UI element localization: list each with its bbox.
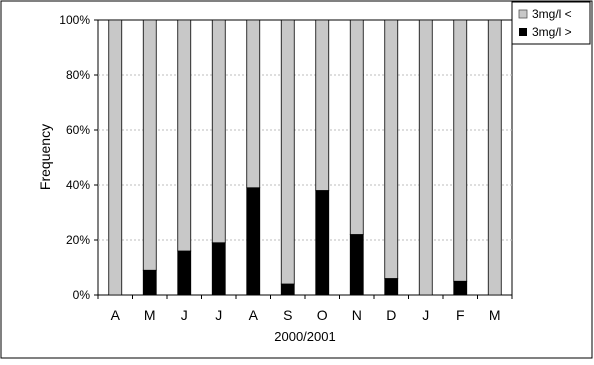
legend-label-below: 3mg/l >	[532, 25, 572, 39]
bar-segment-above	[384, 19, 399, 279]
bar-segment-above	[349, 19, 364, 235]
bar-segment-below	[280, 283, 295, 296]
bar-segment-above	[487, 19, 502, 296]
x-axis-label: 2000/2001	[274, 329, 335, 344]
bar-segment-above	[418, 19, 433, 296]
x-tick-label: A	[111, 307, 121, 323]
x-tick-label: J	[181, 307, 188, 323]
bar-segment-above	[211, 19, 226, 244]
y-tick-label: 60%	[66, 123, 90, 137]
bar-segment-below	[211, 242, 226, 296]
x-tick-label: A	[249, 307, 259, 323]
x-tick-label: N	[352, 307, 362, 323]
y-tick-label: 100%	[59, 13, 90, 27]
bar-segment-above	[315, 19, 330, 191]
bar-segment-below	[349, 234, 364, 296]
bar-segment-below	[177, 250, 192, 296]
bar-segment-above	[246, 19, 261, 189]
legend-swatch-above	[518, 9, 528, 19]
bar-segment-above	[280, 19, 295, 285]
x-tick-label: F	[456, 307, 465, 323]
bars	[108, 19, 502, 296]
bar-segment-above	[142, 19, 157, 271]
y-axis-label: Frequency	[37, 124, 53, 190]
y-tick-label: 0%	[73, 288, 91, 302]
x-tick-label: D	[386, 307, 396, 323]
bar-segment-above	[177, 19, 192, 252]
y-tick-label: 20%	[66, 233, 90, 247]
y-axis-ticks: 0% 20% 40% 60% 80% 100%	[59, 13, 98, 302]
y-tick-label: 40%	[66, 178, 90, 192]
bar-segment-above	[108, 19, 123, 296]
bar-segment-below	[315, 190, 330, 296]
legend-label-above: 3mg/l <	[532, 7, 572, 21]
bar-segment-below	[246, 187, 261, 296]
y-tick-label: 80%	[66, 68, 90, 82]
legend-swatch-below	[519, 28, 527, 36]
x-tick-label: O	[317, 307, 328, 323]
x-tick-label: S	[283, 307, 292, 323]
bar-segment-below	[142, 269, 157, 296]
bar-segment-above	[453, 19, 468, 282]
plot-area	[97, 19, 513, 296]
bar-segment-below	[384, 278, 399, 296]
x-tick-label: M	[144, 307, 156, 323]
legend-box	[511, 1, 591, 45]
x-tick-label: J	[215, 307, 222, 323]
bar-segment-below	[453, 280, 468, 296]
x-tick-label: J	[422, 307, 429, 323]
grid-lines	[98, 74, 512, 241]
x-tick-label: M	[489, 307, 501, 323]
legend: 3mg/l < 3mg/l >	[511, 1, 591, 45]
